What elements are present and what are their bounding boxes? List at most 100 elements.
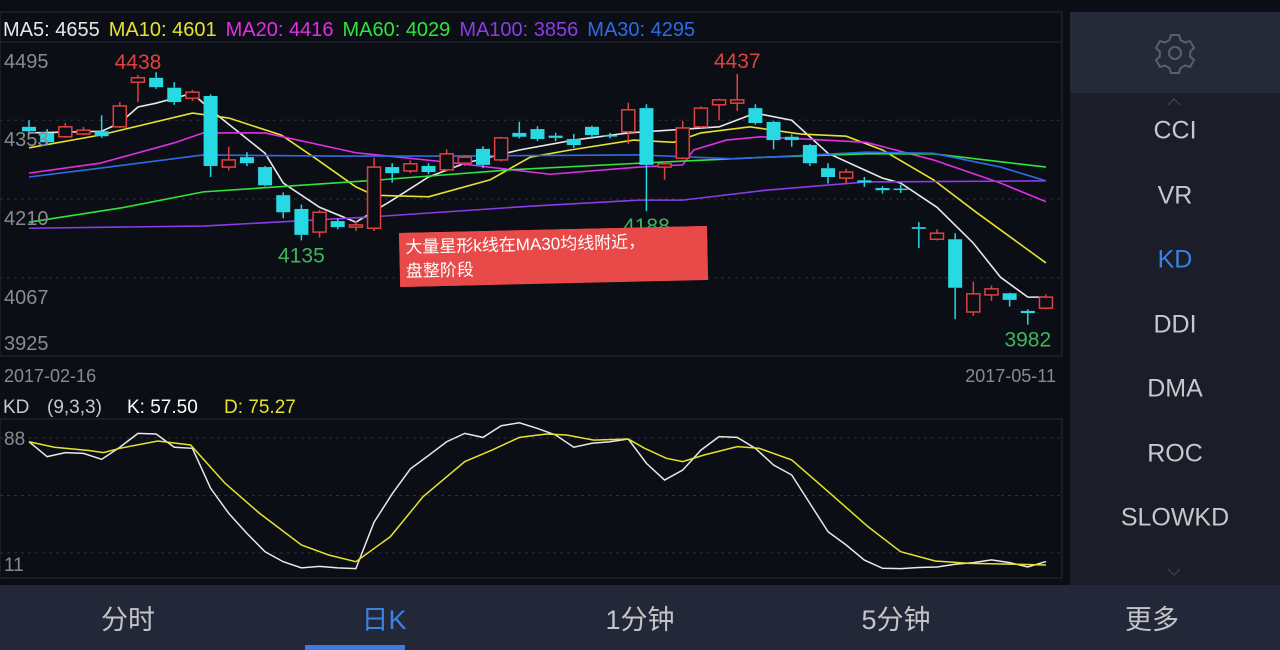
kd-tick-label: 11: [4, 555, 24, 576]
scroll-up-chevron-icon[interactable]: [1167, 98, 1181, 106]
candle-body-down: [203, 95, 218, 166]
candlestick: [566, 134, 581, 148]
candlestick: [112, 102, 128, 128]
tab-label: 1分钟: [605, 605, 675, 635]
candle-body-down: [22, 126, 36, 132]
candle-body-down: [639, 108, 654, 165]
candle-body-down: [1020, 310, 1035, 314]
candle-body-down: [766, 121, 781, 141]
tab-intraday[interactable]: 分时: [0, 585, 256, 650]
candlestick: [294, 204, 309, 241]
candle-body-down: [294, 208, 309, 235]
candle-body-down: [548, 135, 563, 138]
candlestick: [512, 121, 527, 139]
k-value: K: 57.50: [127, 397, 198, 418]
tab-more[interactable]: 更多: [1024, 585, 1280, 650]
candlestick: [76, 126, 91, 136]
candlestick: [457, 154, 473, 166]
price-tick-label: 4067: [4, 287, 49, 309]
ma-line-ma10: [28, 112, 1047, 264]
candle-body-up: [657, 163, 672, 168]
period-tab-bar: 分时 日K 1分钟 5分钟 更多: [0, 585, 1280, 650]
ma-line-ma20: [28, 132, 1047, 203]
candlestick: [821, 163, 836, 184]
sidebar-item-roc[interactable]: ROC: [1147, 439, 1203, 468]
candlestick: [239, 152, 254, 166]
candlestick: [185, 89, 200, 101]
candlestick: [584, 125, 599, 138]
low-price-label: 3982: [1004, 329, 1051, 352]
candlestick: [838, 168, 854, 185]
tab-1-minute[interactable]: 1分钟: [512, 585, 768, 650]
candle-body-down: [875, 188, 890, 191]
sidebar-item-slowkd[interactable]: SLOWKD: [1120, 503, 1230, 532]
kline-chart-area[interactable]: 4495 4353 4210 4067 3925 443841354188443…: [0, 0, 1066, 585]
candlestick: [22, 120, 36, 136]
candle-body-down: [748, 108, 763, 123]
price-panel-frame: [0, 11, 1063, 357]
tab-5-minute[interactable]: 5分钟: [768, 585, 1024, 650]
candle-body-down: [167, 87, 182, 103]
candlestick: [1002, 292, 1017, 307]
candlestick: [1020, 309, 1035, 325]
candle-body-down: [94, 131, 109, 137]
candlestick: [693, 106, 709, 128]
candlestick: [348, 221, 364, 231]
candle-body-down: [40, 132, 55, 143]
candlestick: [493, 136, 509, 162]
candle-body-down: [893, 188, 908, 191]
price-tick-label: 3925: [4, 333, 49, 355]
candle-body-down: [149, 77, 164, 88]
ma-legend-item: MA20: 4416: [226, 19, 334, 41]
candle-body-up: [403, 163, 418, 172]
candle-body-up: [621, 109, 636, 133]
candle-body-up: [366, 166, 382, 229]
sidebar-item-kd[interactable]: KD: [1157, 245, 1193, 274]
candlestick: [167, 82, 182, 105]
candlestick: [603, 132, 618, 139]
candlestick: [966, 281, 981, 316]
candle-body-down: [948, 239, 963, 288]
sidebar-item-dma[interactable]: DMA: [1147, 374, 1203, 403]
indicator-sidebar: CCI VR KD DDI DMA ROC SLOWKD: [1070, 12, 1280, 585]
tab-label: 分时: [101, 605, 155, 635]
candlestick: [621, 102, 636, 144]
sidebar-item-vr[interactable]: VR: [1157, 181, 1193, 210]
ma-legend-item: MA30: 4295: [587, 19, 695, 41]
candle-body-up: [312, 211, 327, 233]
kd-params: (9,3,3): [47, 397, 102, 418]
candlestick: [403, 160, 418, 174]
candlestick: [149, 72, 164, 89]
settings-button[interactable]: [1070, 12, 1280, 93]
chart-svg[interactable]: 4495 4353 4210 4067 3925 443841354188443…: [0, 0, 1066, 585]
kd-title: KD: [3, 397, 29, 418]
candle-body-down: [512, 132, 527, 137]
candlestick: [984, 285, 999, 301]
high-price-label: 4438: [115, 51, 162, 74]
tab-daily-k[interactable]: 日K: [256, 585, 512, 650]
ma-line-ma60: [28, 153, 1047, 223]
sidebar-item-ddi[interactable]: DDI: [1153, 310, 1197, 339]
candle-body-down: [239, 157, 254, 164]
candle-body-down: [1002, 293, 1017, 300]
candle-body-up: [693, 107, 709, 128]
annotation-line-1: 大量星形k线在MA30均线附近，: [399, 226, 708, 260]
candle-body-up: [112, 105, 128, 128]
candlestick: [366, 157, 382, 231]
candle-body-down: [385, 167, 400, 174]
scroll-down-chevron-icon[interactable]: [1167, 568, 1181, 576]
candle-body-down: [276, 195, 291, 213]
ma-legend-item: MA60: 4029: [342, 19, 450, 41]
low-price-label: 4135: [278, 244, 325, 267]
candle-body-down: [584, 126, 599, 136]
end-date-label: 2017-05-11: [965, 366, 1056, 386]
price-tick-label: 4210: [4, 208, 49, 230]
candlestick: [530, 126, 545, 142]
sidebar-item-cci[interactable]: CCI: [1153, 116, 1197, 145]
candle-body-down: [857, 180, 872, 183]
candle-body-down: [566, 138, 581, 146]
kd-panel-frame: [0, 418, 1063, 579]
start-date-label: 2017-02-16: [4, 366, 96, 386]
candle-body-down: [784, 136, 799, 141]
candlestick: [784, 134, 799, 147]
